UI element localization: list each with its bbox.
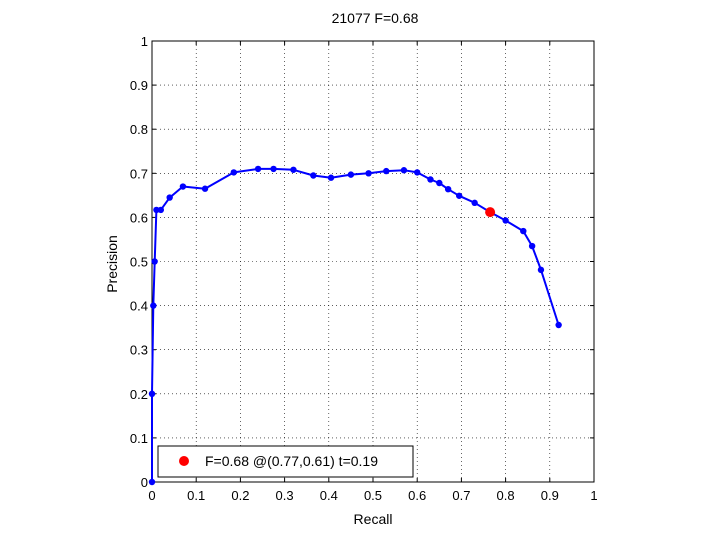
series-line bbox=[151, 167, 560, 482]
data-point bbox=[148, 390, 156, 397]
y-tick-label: 0.7 bbox=[130, 166, 148, 181]
data-point bbox=[151, 258, 158, 265]
data-point bbox=[537, 266, 545, 274]
x-tick-label: 0.4 bbox=[320, 488, 338, 503]
data-point bbox=[365, 170, 372, 177]
x-tick-label: 0.6 bbox=[408, 488, 426, 503]
data-point bbox=[444, 185, 452, 193]
data-point bbox=[157, 206, 165, 214]
x-tick-label: 0.8 bbox=[497, 488, 515, 503]
x-tick-label: 0.5 bbox=[364, 488, 382, 503]
series-layer bbox=[148, 165, 562, 486]
x-tick-label: 0.9 bbox=[541, 488, 559, 503]
data-point bbox=[290, 166, 297, 173]
x-tick-label: 0.1 bbox=[187, 488, 205, 503]
legend-marker-highlight bbox=[179, 456, 189, 466]
y-tick-label: 0.9 bbox=[130, 78, 148, 93]
data-point bbox=[383, 167, 390, 175]
data-point bbox=[502, 217, 509, 224]
best-f-point bbox=[485, 207, 496, 218]
y-tick-label: 1 bbox=[141, 34, 148, 49]
x-tick-label: 0.3 bbox=[276, 488, 294, 503]
y-tick-label: 0.3 bbox=[130, 343, 148, 358]
data-point bbox=[400, 167, 408, 174]
data-point bbox=[528, 242, 536, 250]
y-tick-label: 0 bbox=[141, 475, 148, 490]
data-point bbox=[327, 174, 335, 181]
data-point bbox=[254, 165, 262, 173]
data-point bbox=[270, 165, 277, 173]
x-tick-label: 0 bbox=[148, 488, 155, 503]
data-point bbox=[347, 171, 355, 178]
data-point bbox=[150, 302, 157, 309]
y-tick-label: 0.8 bbox=[130, 122, 148, 137]
highlight-layer bbox=[485, 207, 496, 218]
y-tick-label: 0.2 bbox=[130, 387, 148, 402]
chart-title: 21077 F=0.68 bbox=[332, 10, 419, 26]
data-point bbox=[148, 478, 156, 486]
data-point bbox=[166, 194, 173, 201]
y-tick-label: 0.5 bbox=[130, 255, 148, 270]
data-point bbox=[179, 183, 187, 190]
data-point bbox=[310, 172, 317, 179]
data-point bbox=[455, 192, 463, 199]
data-point bbox=[153, 206, 160, 214]
legend-entry-label: F=0.68 @(0.77,0.61) t=0.19 bbox=[205, 453, 378, 469]
data-point bbox=[555, 321, 562, 329]
grid-lines bbox=[152, 41, 594, 482]
x-tick-label: 0.2 bbox=[231, 488, 249, 503]
x-tick-label: 1 bbox=[590, 488, 597, 503]
axis-ticks: 0 0.1 0.2 0.3 0.4 0.5 0.6 0.7 0.8 0.9 1 0 0.1 0.2 0.3 0… bbox=[130, 34, 598, 503]
y-tick-label: 0.6 bbox=[130, 210, 148, 225]
y-axis-label: Precision bbox=[104, 235, 120, 293]
y-tick-label: 0.4 bbox=[130, 299, 148, 314]
data-point bbox=[471, 199, 478, 207]
data-point bbox=[414, 169, 421, 176]
data-point bbox=[427, 176, 434, 183]
y-tick-label: 0.1 bbox=[130, 431, 148, 446]
data-point bbox=[436, 179, 443, 187]
x-tick-label: 0.7 bbox=[452, 488, 470, 503]
legend-box bbox=[157, 445, 414, 478]
data-point bbox=[230, 169, 237, 176]
data-point bbox=[201, 185, 209, 192]
legend: F=0.68 @(0.77,0.61) t=0.19 bbox=[157, 445, 414, 478]
x-axis-label: Recall bbox=[354, 511, 393, 527]
data-point bbox=[520, 227, 527, 235]
